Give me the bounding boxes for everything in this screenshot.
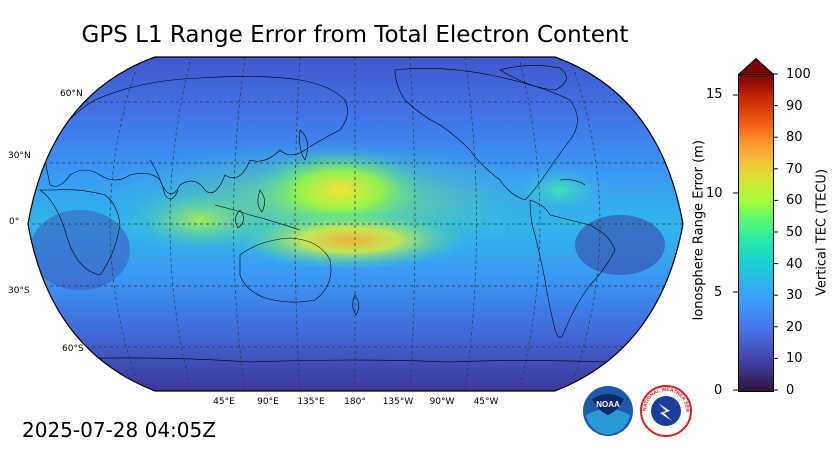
left-tick-10: 10 xyxy=(706,186,723,201)
lon-label-45e: 45°E xyxy=(213,397,235,407)
colorbar-left-axis-label: Ionosphere Range Error (m) xyxy=(691,140,707,321)
lon-label-90w: 90°W xyxy=(429,397,455,407)
colorbar-left-ticks xyxy=(733,94,738,391)
lat-label-60s: 60°S xyxy=(62,344,84,354)
left-tick-5: 5 xyxy=(714,285,723,300)
lon-label-45w: 45°W xyxy=(473,397,499,407)
left-tick-0: 0 xyxy=(714,383,723,398)
right-tick-10: 10 xyxy=(786,351,803,366)
right-tick-60: 60 xyxy=(786,193,803,208)
colorbar-extend-arrow xyxy=(738,58,774,75)
lon-label-135w: 135°W xyxy=(382,397,414,407)
colorbar-right-ticks xyxy=(773,73,778,391)
noaa-logo: NOAA xyxy=(583,386,633,436)
lat-label-30s: 30°S xyxy=(8,286,30,296)
lat-label-60n: 60°N xyxy=(60,89,83,99)
lat-label-0: 0° xyxy=(9,217,20,227)
chart-title: GPS L1 Range Error from Total Electron C… xyxy=(81,22,629,48)
right-tick-30: 30 xyxy=(786,288,803,303)
nws-logo: NATIONAL WEATHER SERVICE xyxy=(636,385,692,437)
lat-label-30n: 30°N xyxy=(8,151,31,161)
timestamp: 2025-07-28 04:05Z xyxy=(22,418,216,442)
lon-label-180: 180° xyxy=(344,397,366,407)
right-tick-80: 80 xyxy=(786,130,803,145)
right-tick-100: 100 xyxy=(786,67,811,82)
colorbar-right-axis-label: Vertical TEC (TECU) xyxy=(814,168,830,297)
right-tick-90: 90 xyxy=(786,99,803,114)
right-tick-70: 70 xyxy=(786,162,803,177)
lon-label-135e: 135°E xyxy=(297,397,325,407)
svg-text:NOAA: NOAA xyxy=(596,400,620,409)
right-tick-50: 50 xyxy=(786,225,803,240)
colorbar xyxy=(738,74,774,392)
right-tick-20: 20 xyxy=(786,320,803,335)
lon-label-90e: 90°E xyxy=(257,397,279,407)
left-tick-15: 15 xyxy=(706,87,723,102)
right-tick-40: 40 xyxy=(786,257,803,272)
right-tick-0: 0 xyxy=(786,383,795,398)
